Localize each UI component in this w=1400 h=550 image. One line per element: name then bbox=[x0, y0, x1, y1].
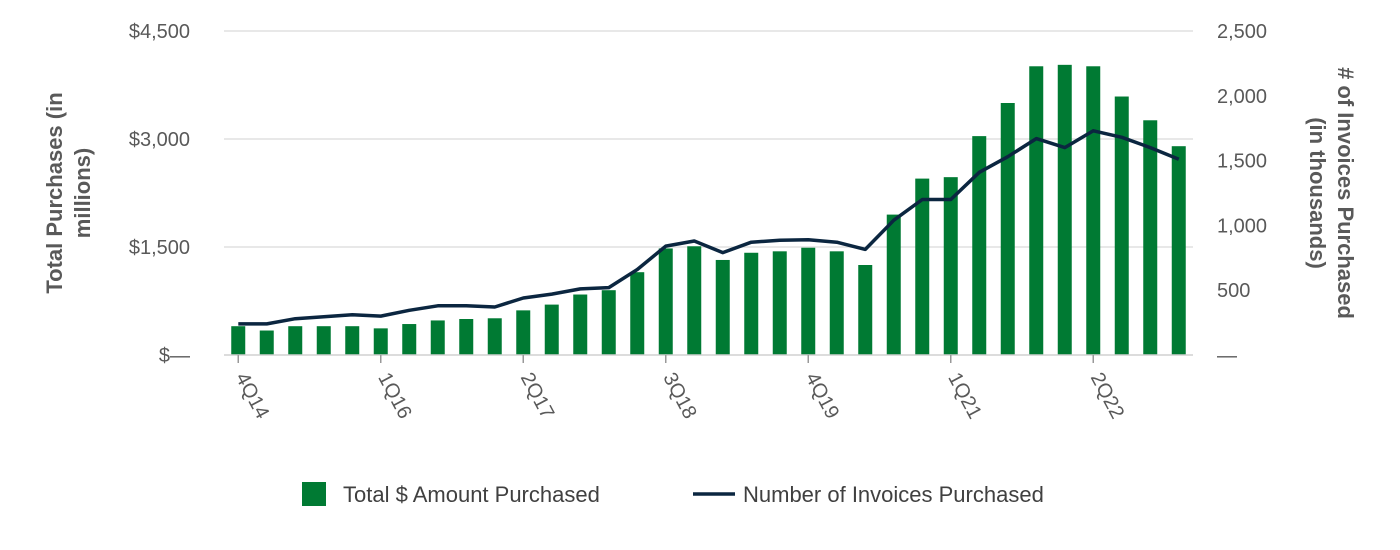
bar bbox=[658, 248, 673, 355]
legend-bar-swatch bbox=[302, 482, 326, 506]
bar bbox=[259, 330, 274, 355]
bar bbox=[573, 294, 588, 355]
right-axis-title-line-2: (in thousands) bbox=[1305, 117, 1330, 269]
bar bbox=[516, 310, 531, 355]
bar bbox=[345, 326, 360, 355]
bar bbox=[601, 290, 616, 355]
bar bbox=[630, 272, 645, 355]
bar bbox=[231, 326, 246, 355]
bar bbox=[288, 326, 303, 355]
bar bbox=[544, 304, 559, 355]
bar bbox=[829, 251, 844, 355]
bar bbox=[1000, 103, 1015, 355]
x-tick-label: 1Q16 bbox=[373, 369, 415, 423]
x-tick-label: 2Q17 bbox=[516, 369, 558, 423]
bar bbox=[373, 328, 388, 355]
left-tick-label: $1,500 bbox=[129, 237, 190, 259]
bar bbox=[1171, 146, 1186, 355]
bar bbox=[1143, 120, 1158, 355]
left-tick-label: $4,500 bbox=[129, 21, 190, 43]
bar bbox=[1057, 64, 1072, 355]
line-series bbox=[238, 129, 1180, 326]
left-axis-title-line-1: Total Purchases (in bbox=[42, 92, 67, 293]
right-axis-title: # of Invoices Purchased (in thousands) bbox=[1305, 67, 1358, 319]
right-axis-title-line-1: # of Invoices Purchased bbox=[1333, 67, 1358, 319]
x-tick-label: 1Q21 bbox=[943, 369, 985, 423]
left-axis-title: Total Purchases (in millions) bbox=[42, 92, 95, 293]
legend-bar-label: Total $ Amount Purchased bbox=[343, 482, 600, 507]
x-tick-label: 4Q14 bbox=[231, 369, 273, 423]
bar bbox=[459, 319, 474, 355]
x-tick-label: 3Q18 bbox=[658, 369, 700, 423]
right-tick-label: 1,000 bbox=[1217, 215, 1267, 237]
x-tick-label: 4Q19 bbox=[801, 369, 843, 423]
bar bbox=[972, 136, 987, 355]
bar bbox=[402, 324, 417, 355]
legend-line-label: Number of Invoices Purchased bbox=[743, 482, 1044, 507]
left-tick-label: $3,000 bbox=[129, 129, 190, 151]
bar bbox=[858, 265, 873, 355]
left-axis-title-line-2: millions) bbox=[70, 148, 95, 238]
bar bbox=[1029, 66, 1044, 355]
bar bbox=[915, 178, 930, 355]
invoices-line bbox=[238, 129, 1180, 326]
right-tick-label: 2,500 bbox=[1217, 21, 1267, 43]
gridlines bbox=[224, 30, 1193, 248]
left-tick-label: $— bbox=[159, 345, 190, 367]
legend: Total $ Amount Purchased Number of Invoi… bbox=[302, 482, 1044, 507]
bar bbox=[430, 320, 445, 355]
bar bbox=[744, 252, 759, 355]
bar bbox=[772, 251, 787, 355]
bar bbox=[1114, 96, 1129, 356]
bar bbox=[886, 214, 901, 355]
right-tick-label: — bbox=[1217, 345, 1237, 367]
bar-series bbox=[231, 64, 1186, 356]
bar bbox=[715, 259, 730, 355]
bar bbox=[316, 326, 331, 355]
bar bbox=[943, 177, 958, 355]
right-tick-label: 2,000 bbox=[1217, 86, 1267, 108]
bar bbox=[687, 246, 702, 355]
bar bbox=[1086, 66, 1101, 355]
right-tick-label: 500 bbox=[1217, 280, 1250, 302]
bar bbox=[801, 247, 816, 355]
bar bbox=[487, 318, 502, 355]
right-tick-label: 1,500 bbox=[1217, 151, 1267, 173]
x-tick-label: 2Q22 bbox=[1086, 369, 1128, 423]
